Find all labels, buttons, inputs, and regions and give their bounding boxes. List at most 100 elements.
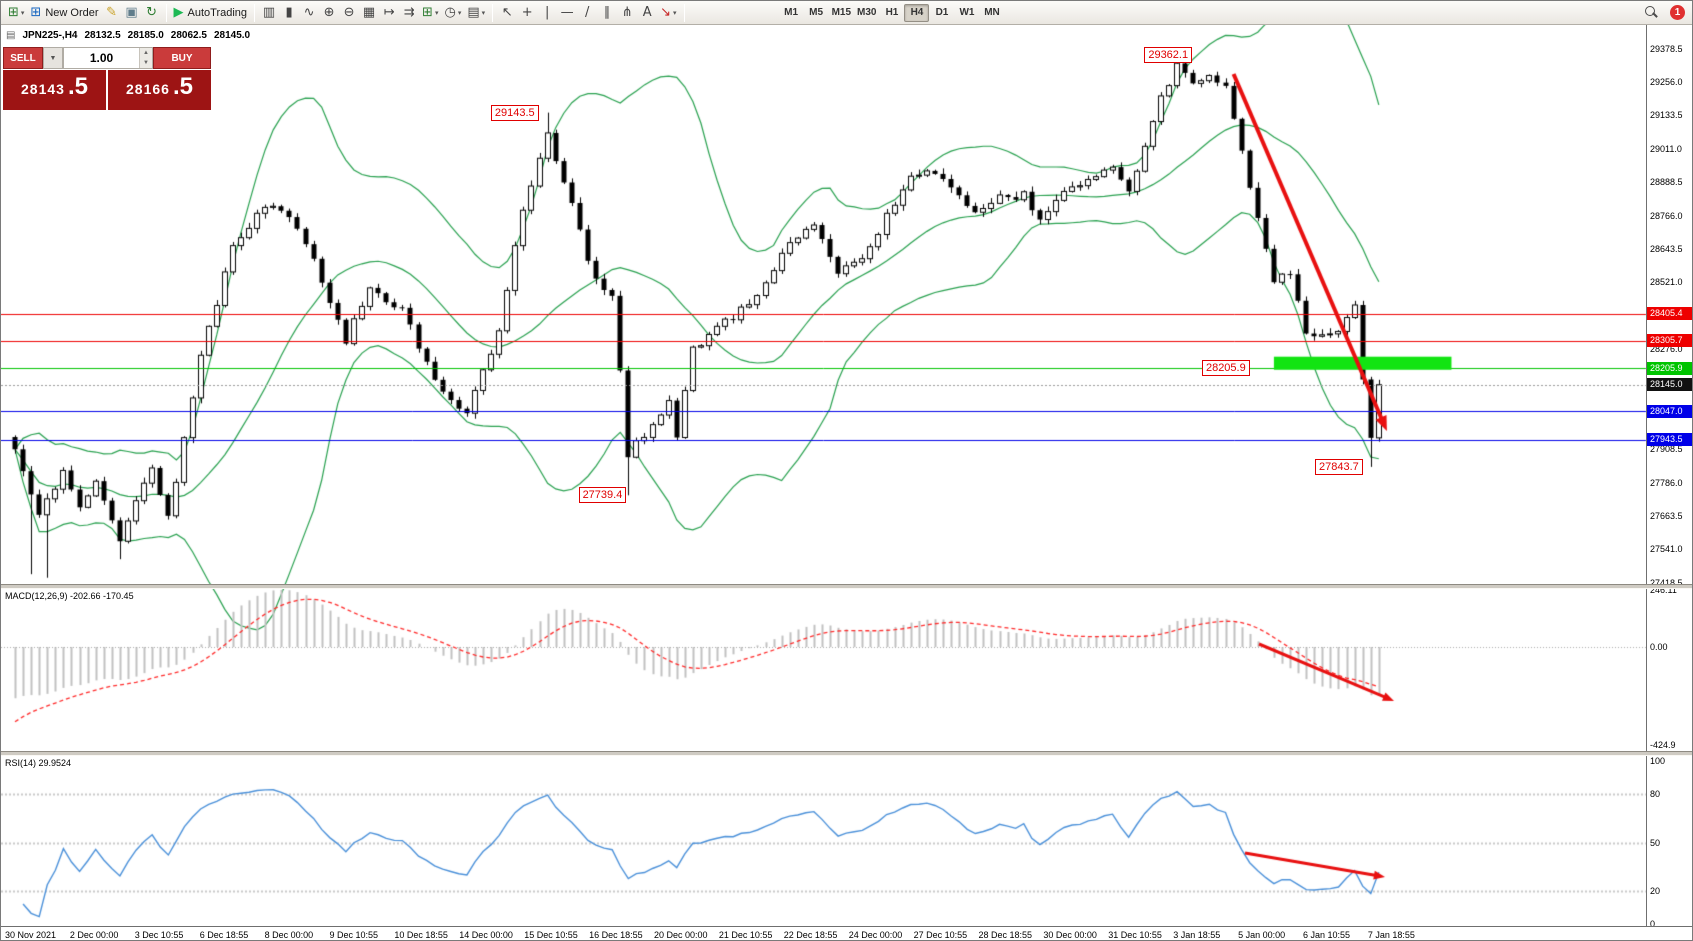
auto-scroll-button[interactable]: ↦ [379,3,399,23]
volume-field[interactable]: 1.00 ▲ ▼ [63,47,153,69]
time-axis-label: 9 Dec 10:55 [329,930,379,940]
crosshair-button[interactable]: + [517,3,537,23]
price-axis[interactable]: 29378.5 29256.0 29133.5 29011.0 28888.5 28766… [1646,25,1692,929]
buy-price-button[interactable]: 28166 .5 [108,70,211,110]
new-chart-icon: ⊞ [8,5,19,20]
text-button[interactable]: A [637,3,657,23]
price-annotation[interactable]: 27843.7 [1315,458,1363,475]
metaeditor-button[interactable]: ✎ [102,3,122,23]
price-tick: 29256.0 [1650,76,1683,87]
candlestick-chart-button[interactable]: ▮ [279,3,299,23]
timeframe-h1[interactable]: H1 [885,7,899,18]
sell-price-frac: .5 [67,73,88,100]
time-axis-label: 2 Dec 00:00 [69,930,119,940]
time-axis-label: 6 Jan 10:55 [1303,930,1351,940]
volume-dropdown-button[interactable]: ▼ [43,47,63,69]
timeframe-m5[interactable]: M5 [809,7,824,18]
low-value: 28062.5 [170,30,207,41]
macd-axis-value: 0.00 [1650,642,1668,652]
price-tick: 27418.5 [1650,577,1683,588]
candlestick-chart-icon: ▮ [285,5,293,20]
step-down-icon[interactable]: ▼ [140,58,152,68]
price-annotation[interactable]: 29362.1 [1144,47,1193,64]
pitchfork-button[interactable]: ⋔ [617,3,637,23]
price-tick: 28643.5 [1650,243,1683,254]
time-axis-label: 10 Dec 18:55 [394,930,448,940]
new-order-icon: ⊞ [30,5,42,20]
indicators-button[interactable]: ⊞ ▾ [419,3,441,23]
hline-price-label: 27943.5 [1647,433,1692,447]
chevron-down-icon: ▾ [481,8,486,17]
arrows-button[interactable]: ↘ ▾ [657,3,679,23]
trendline-button[interactable]: / [577,3,597,23]
new-chart-button[interactable]: ⊞ ▾ [5,3,27,23]
time-axis-label: 24 Dec 00:00 [848,930,903,940]
vertical-line-button[interactable]: | [537,3,557,23]
time-axis-label: 21 Dec 10:55 [718,930,773,940]
price-tick: 28888.5 [1650,177,1683,188]
line-chart-icon: ∿ [303,5,315,20]
rsi-axis-value: 20 [1650,886,1661,897]
time-axis-label: 3 Jan 18:55 [1173,930,1221,940]
volume-value[interactable]: 1.00 [89,51,114,65]
pane-separator[interactable] [1,751,1692,756]
toolbar-groups: ⊞ ▾ ⊞ New Order ✎ ▣ ↻ ▶ AutoTrading ▥ ▮ ∿ ⊕ ⊖ ▦ ↦ ⇉ ⊞ ▾ ◷ ▾ ▤… [5,3,689,23]
price-annotation[interactable]: 28205.9 [1201,360,1250,377]
trendline-icon: / [584,5,590,20]
chevron-down-icon: ▾ [457,8,462,17]
price-annotation[interactable]: 29143.5 [490,104,539,121]
price-tick: 29011.0 [1650,143,1682,154]
time-axis-label: 8 Dec 00:00 [264,930,314,940]
line-chart-button[interactable]: ∿ [299,3,319,23]
price-tick: 28521.0 [1650,277,1683,288]
refresh-button[interactable]: ↻ [142,3,162,23]
channel-button[interactable]: ∥ [597,3,617,23]
close-value: 28145.0 [213,30,251,41]
crosshair-icon: + [521,5,533,20]
print-button[interactable]: ▣ [122,3,142,23]
chart-shift-button[interactable]: ⇉ [399,3,419,23]
time-axis-label: 30 Nov 2021 [5,930,57,940]
bar-chart-icon: ▥ [262,5,276,20]
timeframe-h4[interactable]: H4 [904,3,930,22]
buy-button[interactable]: BUY [153,47,211,69]
volume-stepper[interactable]: ▲ ▼ [139,48,152,68]
cursor-button[interactable]: ↖ [497,3,517,23]
timeframe-mn[interactable]: MN [984,7,1000,18]
notification-badge[interactable]: 1 [1670,5,1685,20]
timeframe-m30[interactable]: M30 [857,7,877,18]
price-annotation[interactable]: 27739.4 [578,487,627,504]
current-price-label: 28145.0 [1647,378,1692,392]
time-axis[interactable]: 30 Nov 2021 2 Dec 00:00 3 Dec 10:55 6 Dec 1… [1,926,1692,940]
search-button[interactable] [1641,3,1661,23]
pane-separator[interactable] [1,584,1692,589]
periods-button[interactable]: ◷ ▾ [441,3,464,23]
time-axis-label: 22 Dec 18:55 [783,930,838,940]
templates-button[interactable]: ▤ ▾ [464,3,488,23]
new-order-button-label: New Order [45,6,99,19]
time-axis-label: 28 Dec 18:55 [978,930,1033,940]
bar-chart-button[interactable]: ▥ [259,3,279,23]
periods-icon: ◷ [444,5,456,20]
tile-windows-button[interactable]: ▦ [359,3,379,23]
zoom-out-button[interactable]: ⊖ [339,3,359,23]
rsi-axis-value: 0 [1650,919,1656,929]
high-value: 28185.0 [127,30,164,41]
horizontal-line-button[interactable]: — [557,3,577,23]
templates-icon: ▤ [467,5,480,20]
timeframe-d1[interactable]: D1 [935,7,949,18]
step-up-icon[interactable]: ▲ [140,48,152,58]
autotrading-button[interactable]: ▶ AutoTrading [171,3,251,23]
sell-button[interactable]: SELL [3,47,43,69]
zoom-in-button[interactable]: ⊕ [319,3,339,23]
timeframe-w1[interactable]: W1 [959,7,975,18]
zoom-out-icon: ⊖ [343,5,355,20]
sell-price-button[interactable]: 28143 .5 [3,70,106,110]
timeframe-m15[interactable]: M15 [831,7,852,18]
channel-icon: ∥ [603,5,611,20]
price-tick: 27663.5 [1650,510,1683,521]
buy-price-frac: .5 [172,73,193,100]
timeframe-m1[interactable]: M1 [784,7,799,18]
new-order-button[interactable]: ⊞ New Order [27,3,101,23]
